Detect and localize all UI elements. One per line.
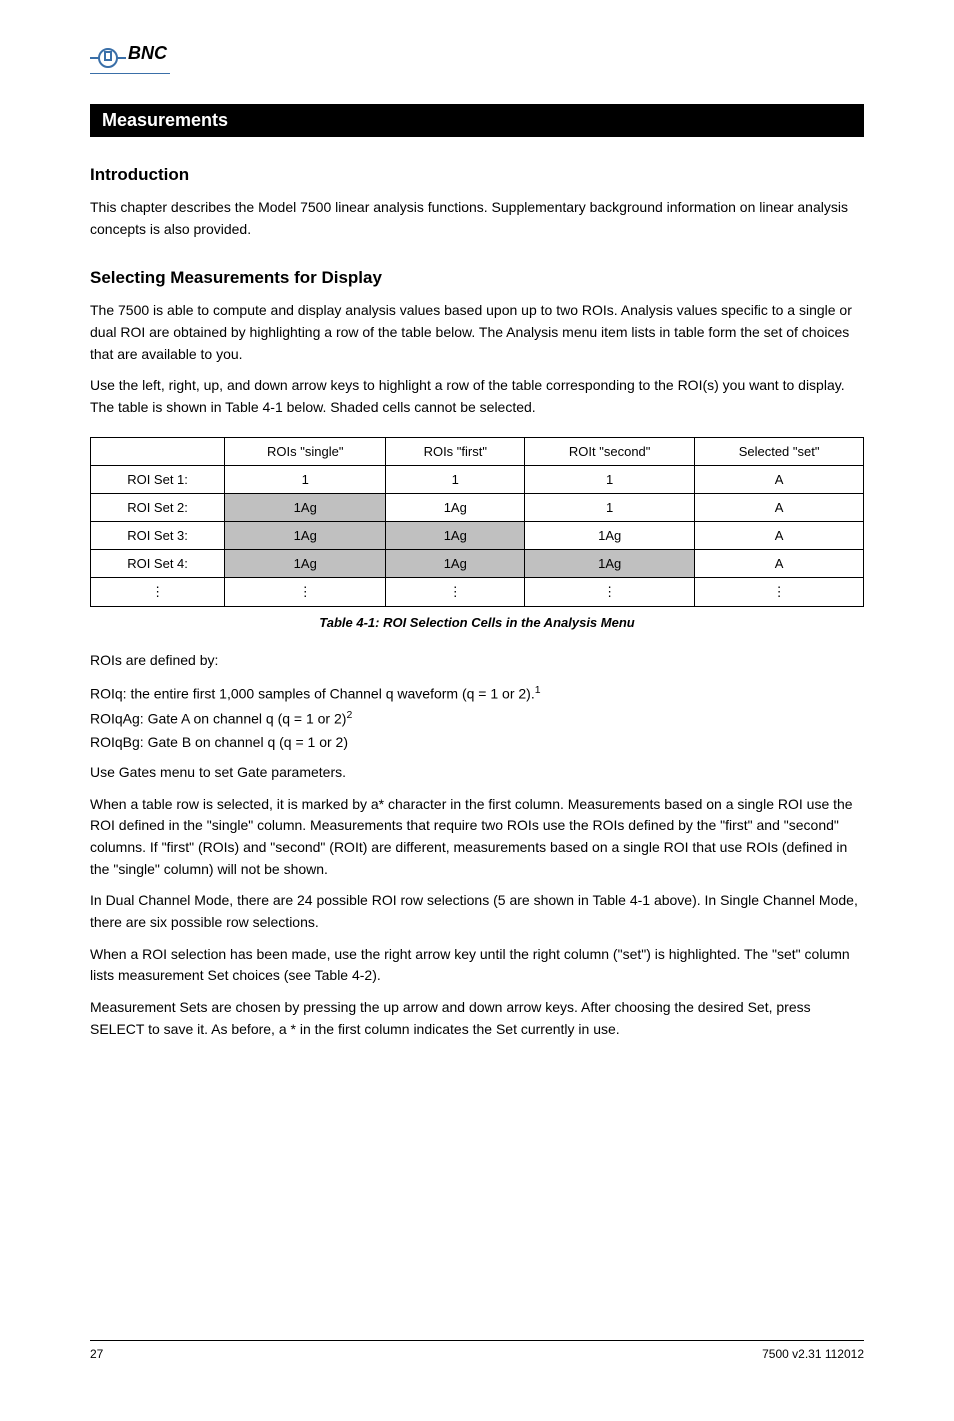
table-row: ROI Set 4:1Ag1Ag1AgA bbox=[91, 549, 864, 577]
table-row-label: ROI Set 3: bbox=[91, 521, 225, 549]
brand-logo: BNC bbox=[90, 40, 167, 70]
table-cell: 1 bbox=[225, 465, 386, 493]
roi-item: ROIqBg: Gate B on channel q (q = 1 or 2) bbox=[90, 732, 864, 754]
table-cell: ⋮ bbox=[225, 577, 386, 606]
page-footer: 27 7500 v2.31 112012 bbox=[90, 1340, 864, 1361]
selected-para-4: Measurement Sets are chosen by pressing … bbox=[90, 997, 864, 1040]
table-caption: Table 4-1: ROI Selection Cells in the An… bbox=[90, 615, 864, 630]
table-cell: 1 bbox=[525, 465, 695, 493]
table-header-second: ROIt "second" bbox=[525, 437, 695, 465]
table-cell: 1Ag bbox=[386, 549, 525, 577]
table-cell: 1Ag bbox=[225, 493, 386, 521]
table-header-first: ROIs "first" bbox=[386, 437, 525, 465]
table-cell: 1 bbox=[525, 493, 695, 521]
table-cell: 1Ag bbox=[525, 521, 695, 549]
roi-defs-intro: ROIs are defined by: bbox=[90, 650, 864, 672]
table-header-single: ROIs "single" bbox=[225, 437, 386, 465]
intro-text: This chapter describes the Model 7500 li… bbox=[90, 197, 864, 240]
table-cell: A bbox=[695, 493, 864, 521]
selected-para-3: When a ROI selection has been made, use … bbox=[90, 944, 864, 987]
table-cell: ⋮ bbox=[525, 577, 695, 606]
bnc-icon bbox=[90, 40, 126, 70]
table-cell: A bbox=[695, 549, 864, 577]
table-cell: ⋮ bbox=[695, 577, 864, 606]
table-header-set: Selected "set" bbox=[695, 437, 864, 465]
brand-text: BNC bbox=[128, 43, 167, 64]
chapter-title-bar: Measurements bbox=[90, 104, 864, 137]
selected-para-2: In Dual Channel Mode, there are 24 possi… bbox=[90, 890, 864, 933]
table-row: ROI Set 2:1Ag1Ag1A bbox=[91, 493, 864, 521]
table-row: ROI Set 1:111A bbox=[91, 465, 864, 493]
table-cell: 1Ag bbox=[225, 521, 386, 549]
analysis-para-2: Use the left, right, up, and down arrow … bbox=[90, 375, 864, 418]
table-header-row: ROIs "single" ROIs "first" ROIt "second"… bbox=[91, 437, 864, 465]
selected-para-1: When a table row is selected, it is mark… bbox=[90, 794, 864, 881]
table-row-label: ROI Set 1: bbox=[91, 465, 225, 493]
roi-definitions-list: ROIq: the entire first 1,000 samples of … bbox=[90, 682, 864, 754]
table-cell: ⋮ bbox=[386, 577, 525, 606]
table-row: ROI Set 3:1Ag1Ag1AgA bbox=[91, 521, 864, 549]
table-cell: 1Ag bbox=[225, 549, 386, 577]
analysis-para-1: The 7500 is able to compute and display … bbox=[90, 300, 864, 365]
table-cell: 1 bbox=[386, 465, 525, 493]
chapter-title: Measurements bbox=[102, 110, 228, 130]
table-cell: 1Ag bbox=[386, 493, 525, 521]
roi-note: Use Gates menu to set Gate parameters. bbox=[90, 762, 864, 784]
table-row-label: ROI Set 4: bbox=[91, 549, 225, 577]
roi-item: ROIq: the entire first 1,000 samples of … bbox=[90, 682, 864, 705]
table-cell: 1Ag bbox=[386, 521, 525, 549]
table-cell: A bbox=[695, 521, 864, 549]
table-cell: 1Ag bbox=[525, 549, 695, 577]
logo-area: BNC bbox=[90, 40, 864, 74]
roi-item: ROIqAg: Gate A on channel q (q = 1 or 2)… bbox=[90, 707, 864, 730]
table-header-blank bbox=[91, 437, 225, 465]
logo-underline bbox=[90, 73, 170, 74]
roi-selection-table: ROIs "single" ROIs "first" ROIt "second"… bbox=[90, 437, 864, 607]
table-row-label: ⋮ bbox=[91, 577, 225, 606]
table-cell: A bbox=[695, 465, 864, 493]
table-row: ⋮⋮⋮⋮⋮ bbox=[91, 577, 864, 606]
analysis-heading: Selecting Measurements for Display bbox=[90, 268, 864, 288]
intro-heading: Introduction bbox=[90, 165, 864, 185]
table-row-label: ROI Set 2: bbox=[91, 493, 225, 521]
